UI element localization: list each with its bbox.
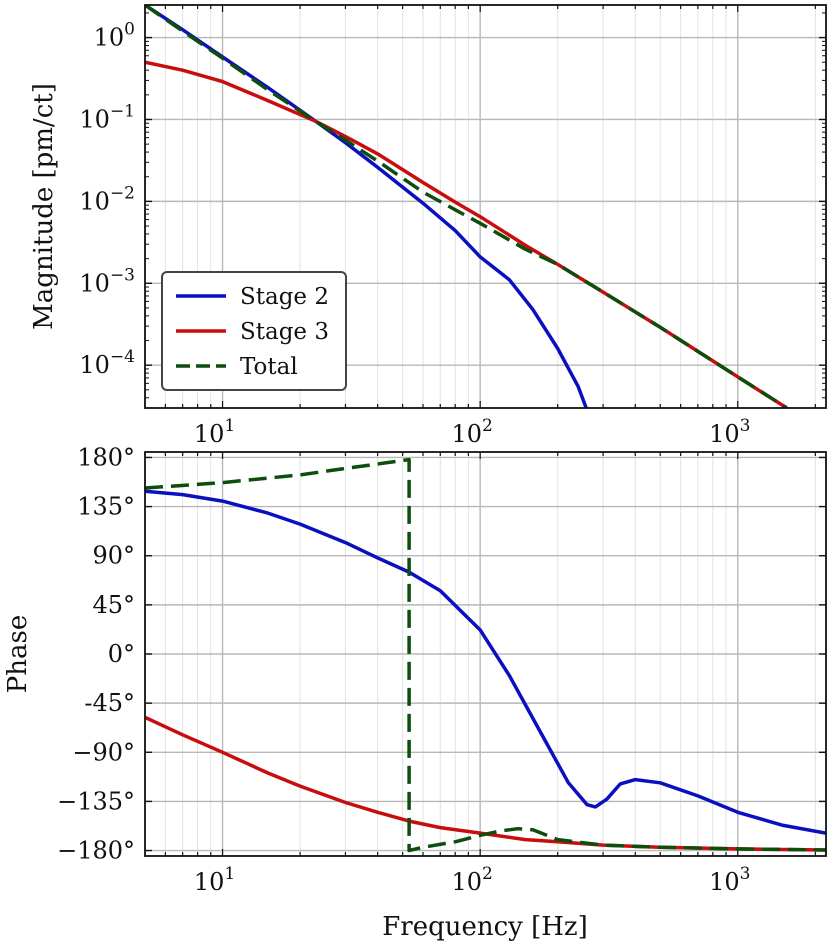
grid (144, 452, 826, 856)
series-line-total (145, 5, 788, 408)
x-tick-label: 101 (194, 864, 235, 896)
y-tick-label: 10−3 (79, 265, 135, 297)
series-line-stage-2 (145, 489, 826, 835)
y-tick-label: 45° (92, 591, 135, 619)
magnitude-panel: 100 10−1 10−2 10−3 10−4 101 102 103 Magnitude [p… (29, 4, 827, 448)
x-tick-label: 102 (451, 416, 492, 448)
x-tick-label: 101 (194, 416, 235, 448)
y-tick-label: 135° (77, 493, 135, 521)
legend: Stage 2 Stage 3 Total (161, 271, 347, 391)
grid (144, 5, 826, 408)
y-tick-label: −90° (72, 738, 135, 766)
series-group (145, 5, 788, 408)
y-tick-label: −135° (57, 787, 135, 815)
legend-label: Stage 2 (240, 284, 329, 310)
x-tick-label: 103 (709, 416, 750, 448)
series-group (145, 457, 826, 853)
y-tick-label: 100 (94, 20, 135, 52)
y-tick-label: 0° (108, 640, 135, 668)
y-tick-label: -45° (84, 689, 135, 717)
series-line-stage-3 (145, 715, 826, 852)
legend-label: Stage 3 (240, 319, 329, 345)
plot-frame (144, 4, 827, 409)
phase-panel: 180° 135° 90° 45° 0° -45° −90° −135° −180° 101 102… (3, 443, 827, 896)
legend-box (161, 271, 347, 391)
y-tick-label: 10−2 (79, 183, 135, 215)
x-tick-label: 103 (709, 864, 750, 896)
y-tick-label: 180° (77, 443, 135, 471)
y-axis-label: Phase (3, 615, 33, 693)
y-axis-label: Magnitude [pm/ct] (29, 83, 59, 330)
y-tick-label: −180° (57, 837, 135, 865)
plot-frame (144, 451, 827, 857)
legend-label: Total (240, 354, 298, 380)
y-tick-label: 90° (92, 542, 135, 570)
series-line-total (145, 457, 826, 853)
y-tick-label: 10−4 (79, 347, 135, 379)
x-tick-label: 102 (451, 864, 492, 896)
x-axis-label: Frequency [Hz] (382, 912, 588, 942)
y-tick-label: 10−1 (79, 101, 135, 133)
